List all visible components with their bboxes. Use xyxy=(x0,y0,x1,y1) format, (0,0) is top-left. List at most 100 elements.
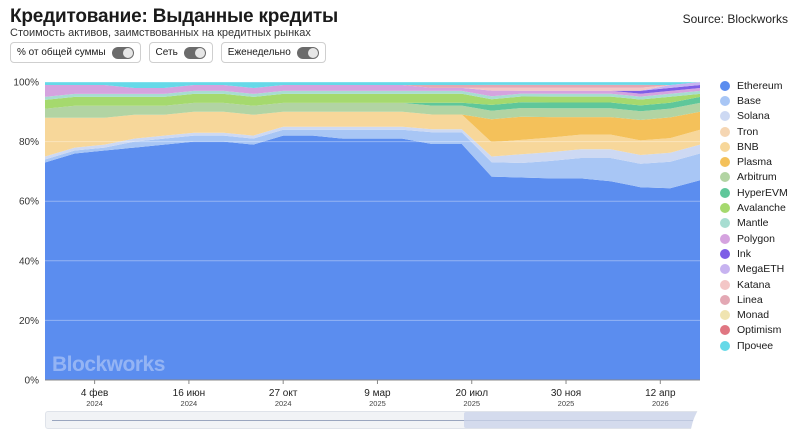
legend-item-other[interactable]: Прочее xyxy=(720,338,788,353)
legend-label: Arbitrum xyxy=(737,171,777,184)
series-area-linea xyxy=(45,82,700,88)
chart-legend: Ethereum Base Solana Tron BNB Plasma Arbitrum H… xyxy=(720,78,788,353)
x-tick-label: 30 ноя xyxy=(551,388,581,399)
legend-item-monad[interactable]: Monad xyxy=(720,307,788,322)
y-tick-label: 0% xyxy=(25,376,40,387)
percent-toggle-label: % от общей суммы xyxy=(17,47,106,58)
legend-label: Прочее xyxy=(737,339,774,352)
legend-item-avalanche[interactable]: Avalanche xyxy=(720,200,788,215)
x-tick-year: 2025 xyxy=(463,399,480,408)
x-tick-year: 2024 xyxy=(181,399,198,408)
y-tick-label: 60% xyxy=(19,197,39,208)
x-tick-year: 2024 xyxy=(275,399,292,408)
legend-label: Avalanche xyxy=(737,202,786,215)
legend-label: Katana xyxy=(737,278,771,291)
x-tick-label: 16 июн xyxy=(173,388,206,399)
chart-subtitle: Стоимость активов, заимствованных на кре… xyxy=(10,27,311,39)
megaeth-icon xyxy=(720,264,730,275)
weekly-toggle-label: Еженедельно xyxy=(227,47,291,58)
legend-label: Plasma xyxy=(737,156,773,169)
legend-item-base[interactable]: Base xyxy=(720,93,788,108)
x-tick-label: 4 фев xyxy=(81,387,108,399)
x-tick-year: 2025 xyxy=(558,399,575,408)
legend-item-megaeth[interactable]: MegaETH xyxy=(720,262,788,277)
legend-item-bnb[interactable]: BNB xyxy=(720,139,788,154)
x-tick-year: 2024 xyxy=(86,399,103,408)
series-area-polygon xyxy=(45,85,700,97)
series-area-ink xyxy=(45,85,700,94)
legend-item-linea[interactable]: Linea xyxy=(720,292,788,307)
legend-label: Ethereum xyxy=(737,79,783,92)
legend-label: MegaETH xyxy=(737,263,785,276)
legend-label: HyperEVM xyxy=(737,186,788,199)
x-tick-label: 9 мар xyxy=(364,388,391,399)
percent-switch[interactable] xyxy=(111,46,134,59)
toggle-bar: % от общей суммы Сеть Еженедельно xyxy=(10,42,326,63)
network-toggle[interactable]: Сеть xyxy=(148,42,213,63)
y-tick-label: 80% xyxy=(19,137,39,148)
series-area-katana xyxy=(45,82,700,91)
legend-item-ethereum[interactable]: Ethereum xyxy=(720,78,788,93)
legend-item-ink[interactable]: Ink xyxy=(720,246,788,261)
bnb-icon xyxy=(720,141,730,152)
legend-item-mantle[interactable]: Mantle xyxy=(720,216,788,231)
legend-item-tron[interactable]: Tron xyxy=(720,124,788,139)
navigator-preview-line xyxy=(52,420,693,421)
arbitrum-icon xyxy=(720,172,730,183)
switch-knob xyxy=(307,47,318,58)
x-tick-label: 12 апр xyxy=(645,388,676,399)
network-switch[interactable] xyxy=(183,46,206,59)
series-area-mantle xyxy=(45,90,700,100)
weekly-switch[interactable] xyxy=(296,46,319,59)
x-tick-label: 27 окт xyxy=(269,388,298,399)
blockworks-watermark: Blockworks xyxy=(52,353,165,376)
plasma-icon xyxy=(720,157,730,168)
legend-label: Mantle xyxy=(737,217,769,230)
legend-label: Linea xyxy=(737,293,763,306)
y-tick-label: 40% xyxy=(19,256,39,267)
chart-title: Кредитование: Выданные кредиты xyxy=(10,6,339,27)
legend-label: Solana xyxy=(737,110,770,123)
source-label: Source: Blockworks xyxy=(682,12,788,26)
legend-item-hyperevm[interactable]: HyperEVM xyxy=(720,185,788,200)
hyperevm-icon xyxy=(720,187,730,198)
navigator-selection-window[interactable] xyxy=(464,412,700,428)
series-area-base xyxy=(45,129,700,189)
x-tick-year: 2026 xyxy=(652,399,669,408)
optimism-icon xyxy=(720,325,730,336)
mantle-icon xyxy=(720,218,730,229)
linea-icon xyxy=(720,294,730,305)
legend-label: Base xyxy=(737,94,761,107)
monad-icon xyxy=(720,310,730,321)
series-area-прочее xyxy=(45,82,700,88)
weekly-toggle[interactable]: Еженедельно xyxy=(220,42,326,63)
base-icon xyxy=(720,95,730,106)
legend-label: BNB xyxy=(737,140,759,153)
y-tick-label: 20% xyxy=(19,316,39,327)
y-tick-label: 100% xyxy=(13,78,39,89)
x-tick-label: 20 июл xyxy=(455,388,488,399)
katana-icon xyxy=(720,279,730,290)
percent-of-total-toggle[interactable]: % от общей суммы xyxy=(10,42,141,63)
series-area-bnb xyxy=(45,111,700,157)
legend-item-arbitrum[interactable]: Arbitrum xyxy=(720,170,788,185)
legend-item-plasma[interactable]: Plasma xyxy=(720,154,788,169)
solana-icon xyxy=(720,111,730,122)
legend-item-optimism[interactable]: Optimism xyxy=(720,323,788,338)
legend-label: Monad xyxy=(737,309,770,322)
range-navigator[interactable] xyxy=(45,411,700,429)
series-area-hyperevm xyxy=(45,96,700,112)
polygon-icon xyxy=(720,233,730,244)
legend-item-katana[interactable]: Katana xyxy=(720,277,788,292)
other-icon xyxy=(720,340,730,351)
series-area-solana xyxy=(45,126,700,164)
switch-knob xyxy=(122,47,133,58)
avalanche-icon xyxy=(720,203,730,214)
legend-label: Tron xyxy=(737,125,759,138)
legend-item-solana[interactable]: Solana xyxy=(720,109,788,124)
switch-knob xyxy=(194,47,205,58)
legend-item-polygon[interactable]: Polygon xyxy=(720,231,788,246)
legend-label: Ink xyxy=(737,247,752,260)
series-area-arbitrum xyxy=(45,102,700,120)
